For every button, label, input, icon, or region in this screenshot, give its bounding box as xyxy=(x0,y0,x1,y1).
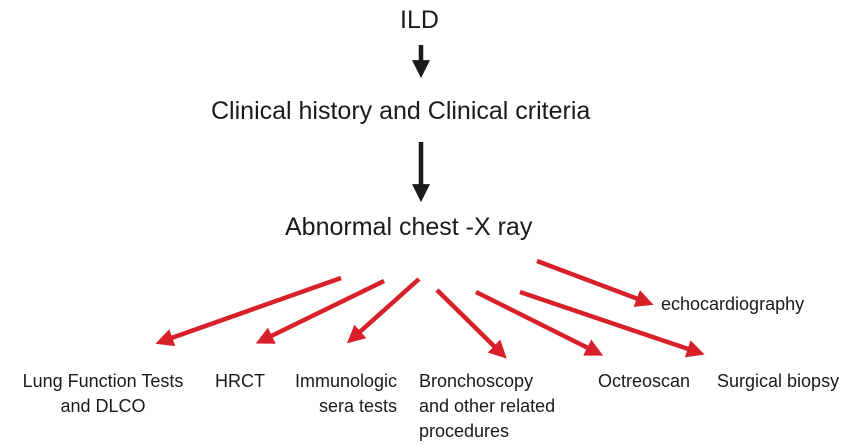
node-ild: ILD xyxy=(400,6,439,34)
leaf-bronchoscopy: Bronchoscopy and other related procedure… xyxy=(419,369,555,444)
arrow-to-lung-function xyxy=(155,275,342,347)
leaf-immunologic-line-1: Immunologic xyxy=(294,371,397,391)
arrow-to-echocardiography xyxy=(536,258,654,307)
arrow-to-hrct xyxy=(255,278,385,344)
leaf-octreoscan: Octreoscan xyxy=(598,371,691,391)
node-abnormal-xray: Abnormal chest -X ray xyxy=(285,213,533,241)
arrow-to-immunologic xyxy=(346,277,421,344)
leaf-bronchoscopy-line-3: procedures xyxy=(419,421,510,441)
leaf-bronchoscopy-line-1: Bronchoscopy xyxy=(419,371,534,391)
arrow-to-octreoscan xyxy=(474,289,604,356)
leaf-lung-function: Lung Function Tests and DLCO xyxy=(8,369,198,419)
leaf-hrct: HRCT xyxy=(215,371,265,391)
leaf-lung-function-line-2: and DLCO xyxy=(60,396,146,416)
leaf-bronchoscopy-line-2: and other related xyxy=(419,396,556,416)
leaf-immunologic: Immunologic sera tests xyxy=(278,369,397,419)
leaf-surgical-biopsy: Surgical biopsy xyxy=(717,371,840,391)
leaf-echocardiography: echocardiography xyxy=(661,294,805,314)
arrow-to-bronchoscopy xyxy=(435,288,507,359)
node-clinical-history: Clinical history and Clinical criteria xyxy=(211,97,591,125)
leaf-immunologic-line-2: sera tests xyxy=(318,396,397,416)
leaf-lung-function-line-1: Lung Function Tests xyxy=(22,371,184,391)
arrow-to-surgical-biopsy xyxy=(519,289,705,358)
